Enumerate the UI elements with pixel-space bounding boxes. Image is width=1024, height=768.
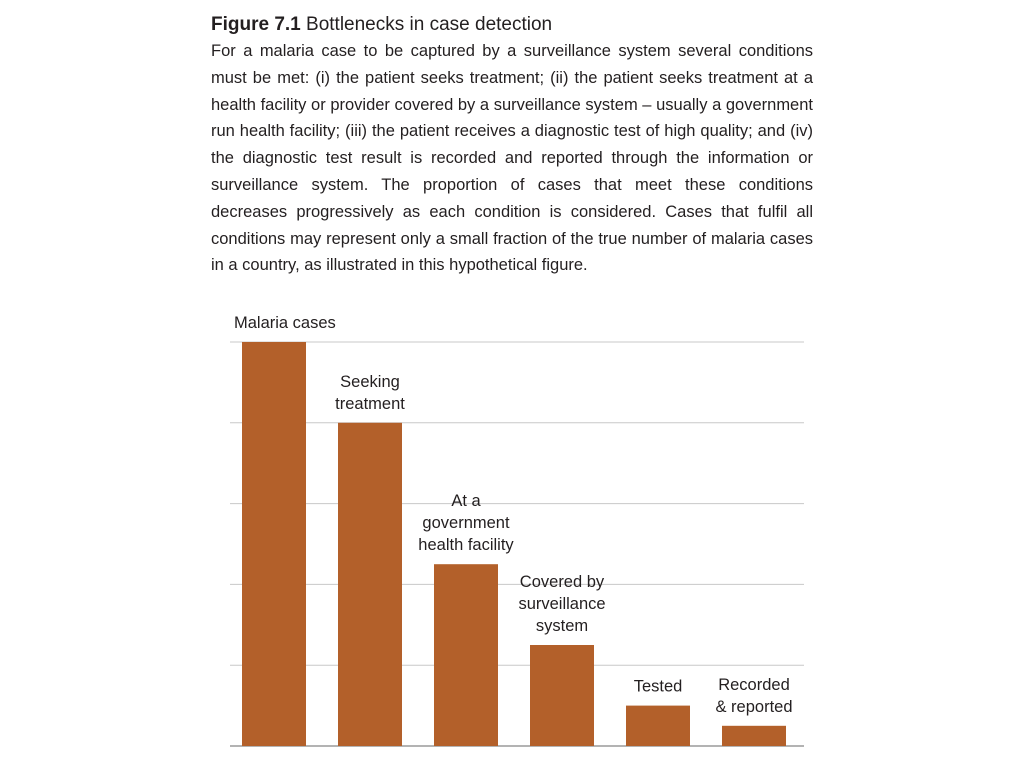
bar-category-label: Recorded & reported — [715, 676, 792, 716]
bar-category-label: Covered by surveillance system — [518, 573, 605, 635]
bar-category-label: Malaria cases — [234, 314, 336, 332]
figure-title-text: Bottlenecks in case detection — [306, 14, 553, 35]
bar-category-label: Seeking treatment — [335, 373, 405, 413]
bars — [242, 342, 786, 746]
grid-lines — [230, 341, 804, 747]
bar-category-label: Tested — [634, 678, 683, 696]
figure-caption: Figure 7.1 Bottlenecks in case detection… — [211, 12, 813, 279]
bar — [626, 705, 690, 746]
bar — [722, 725, 786, 746]
figure-description: For a malaria case to be captured by a s… — [211, 42, 813, 275]
bar-labels: Malaria cases Seeking treatment At a governm… — [234, 314, 793, 716]
bar — [434, 564, 498, 746]
figure-title: Figure 7.1 Bottlenecks in case detection — [211, 12, 813, 38]
bar — [242, 342, 306, 746]
bar-category-label: At a government health facility — [418, 492, 514, 554]
figure-number: Figure 7.1 — [211, 14, 301, 35]
bar — [530, 645, 594, 746]
bar — [338, 422, 402, 746]
